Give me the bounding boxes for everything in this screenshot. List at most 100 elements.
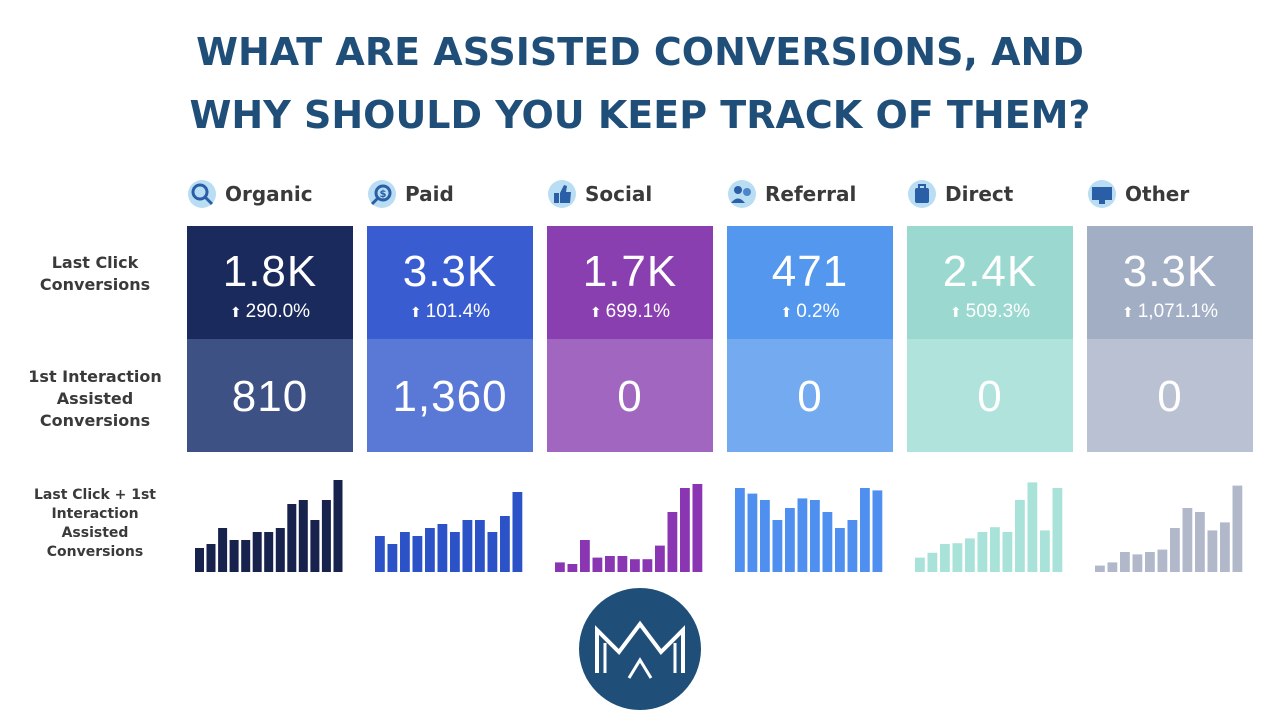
last-click-tile-organic: 1.8K ⬆ 290.0% [187, 226, 353, 339]
bar-organic-4 [241, 540, 251, 572]
channel-name: Referral [765, 182, 857, 206]
bar-social-1 [567, 564, 578, 572]
bar-referral-7 [822, 512, 833, 572]
change-value: 1,071.1% [1137, 301, 1219, 322]
bar-referral-3 [772, 520, 783, 572]
bar-direct-10 [1040, 530, 1050, 572]
up-arrow-icon: ⬆ [409, 304, 422, 320]
up-arrow-icon: ⬆ [229, 304, 242, 320]
bar-direct-11 [1052, 488, 1063, 572]
last-click-tile-referral: 471 ⬆ 0.2% [727, 226, 893, 339]
last-click-value: 3.3K [402, 247, 498, 296]
last-click-value: 2.4K [942, 247, 1038, 296]
bar-paid-7 [462, 520, 473, 572]
bar-social-0 [555, 562, 565, 572]
logo-circle [579, 588, 701, 710]
bar-direct-6 [990, 527, 1000, 572]
first-interaction-value: 0 [977, 372, 1003, 421]
change-percent: ⬆ 290.0% [187, 302, 353, 322]
bar-organic-7 [275, 528, 285, 572]
first-interaction-value: 0 [1157, 372, 1183, 421]
last-click-value: 3.3K [1122, 247, 1218, 296]
row-label-first-interaction: 1st Interaction Assisted Conversions [28, 367, 162, 430]
bar-paid-2 [400, 532, 410, 572]
bar-organic-6 [264, 532, 274, 572]
bar-social-3 [592, 557, 603, 572]
first-interaction-value: 0 [617, 372, 643, 421]
briefcase-icon [907, 179, 937, 209]
bar-direct-9 [1027, 482, 1038, 572]
bar-social-7 [642, 559, 653, 572]
bar-direct-7 [1002, 532, 1013, 572]
bar-paid-3 [412, 536, 423, 572]
last-click-tile-social: 1.7K ⬆ 699.1% [547, 226, 713, 339]
change-value: 699.1% [605, 301, 671, 322]
monitor-icon [1087, 179, 1117, 209]
bar-paid-9 [487, 532, 498, 572]
bar-direct-3 [952, 543, 963, 572]
bar-organic-11 [321, 500, 331, 572]
change-percent: ⬆ 0.2% [727, 302, 893, 322]
change-percent: ⬆ 1,071.1% [1087, 302, 1253, 322]
mm-logo: MM [579, 588, 701, 710]
bar-other-3 [1132, 554, 1143, 572]
change-value: 290.0% [245, 301, 311, 322]
change-value: 509.3% [965, 301, 1031, 322]
bar-other-5 [1157, 549, 1168, 572]
row-label-combined: Last Click + 1st Interaction Assisted Co… [34, 487, 156, 560]
channel-header-paid: $ Paid [367, 176, 533, 212]
page-title-line-2: WHY SHOULD YOU KEEP TRACK OF THEM? [189, 93, 1091, 137]
magnifier-icon [187, 179, 217, 209]
first-interaction-tile-other: 0 [1087, 339, 1253, 452]
bar-referral-8 [835, 528, 845, 572]
bar-social-4 [605, 556, 615, 572]
bar-social-5 [617, 556, 628, 572]
bar-organic-8 [287, 504, 297, 572]
bar-other-7 [1182, 508, 1193, 572]
bar-organic-5 [252, 532, 262, 572]
channel-name: Paid [405, 182, 454, 206]
bar-social-11 [692, 484, 703, 572]
bar-direct-1 [927, 552, 938, 572]
channel-name: Other [1125, 182, 1190, 206]
logo-mark-detail [603, 643, 677, 679]
change-value: 101.4% [425, 301, 491, 322]
bar-direct-0 [915, 557, 925, 572]
first-interaction-tile-social: 0 [547, 339, 713, 452]
bar-social-8 [655, 545, 665, 572]
thumbs-up-icon [547, 179, 577, 209]
bar-organic-1 [206, 544, 216, 572]
up-arrow-icon: ⬆ [589, 304, 602, 320]
bar-referral-5 [797, 498, 808, 572]
bar-other-0 [1095, 565, 1105, 572]
bar-paid-6 [450, 532, 460, 572]
channel-header-other: Other [1087, 176, 1253, 212]
bar-paid-11 [512, 492, 523, 572]
bar-other-4 [1145, 552, 1155, 572]
logo-mark [595, 620, 685, 673]
svg-text:$: $ [380, 189, 387, 200]
bar-organic-2 [218, 528, 228, 572]
bar-paid-5 [437, 524, 448, 572]
last-click-value: 471 [771, 247, 849, 296]
first-interaction-tile-referral: 0 [727, 339, 893, 452]
bar-direct-5 [977, 532, 988, 572]
bar-referral-4 [785, 508, 795, 572]
bar-referral-11 [872, 490, 883, 572]
people-icon [727, 179, 757, 209]
bar-organic-10 [310, 520, 320, 572]
channel-header-organic: Organic [187, 176, 353, 212]
bar-other-6 [1170, 528, 1180, 572]
bar-direct-8 [1015, 500, 1025, 572]
last-click-tile-paid: 3.3K ⬆ 101.4% [367, 226, 533, 339]
change-percent: ⬆ 101.4% [367, 302, 533, 322]
change-value: 0.2% [796, 301, 840, 322]
first-interaction-value: 0 [797, 372, 823, 421]
bar-social-9 [667, 512, 678, 572]
bar-paid-8 [475, 520, 485, 572]
bar-paid-10 [500, 516, 510, 572]
first-interaction-tile-direct: 0 [907, 339, 1073, 452]
up-arrow-icon: ⬆ [1121, 304, 1134, 320]
up-arrow-icon: ⬆ [780, 304, 793, 320]
bar-social-10 [680, 488, 690, 572]
